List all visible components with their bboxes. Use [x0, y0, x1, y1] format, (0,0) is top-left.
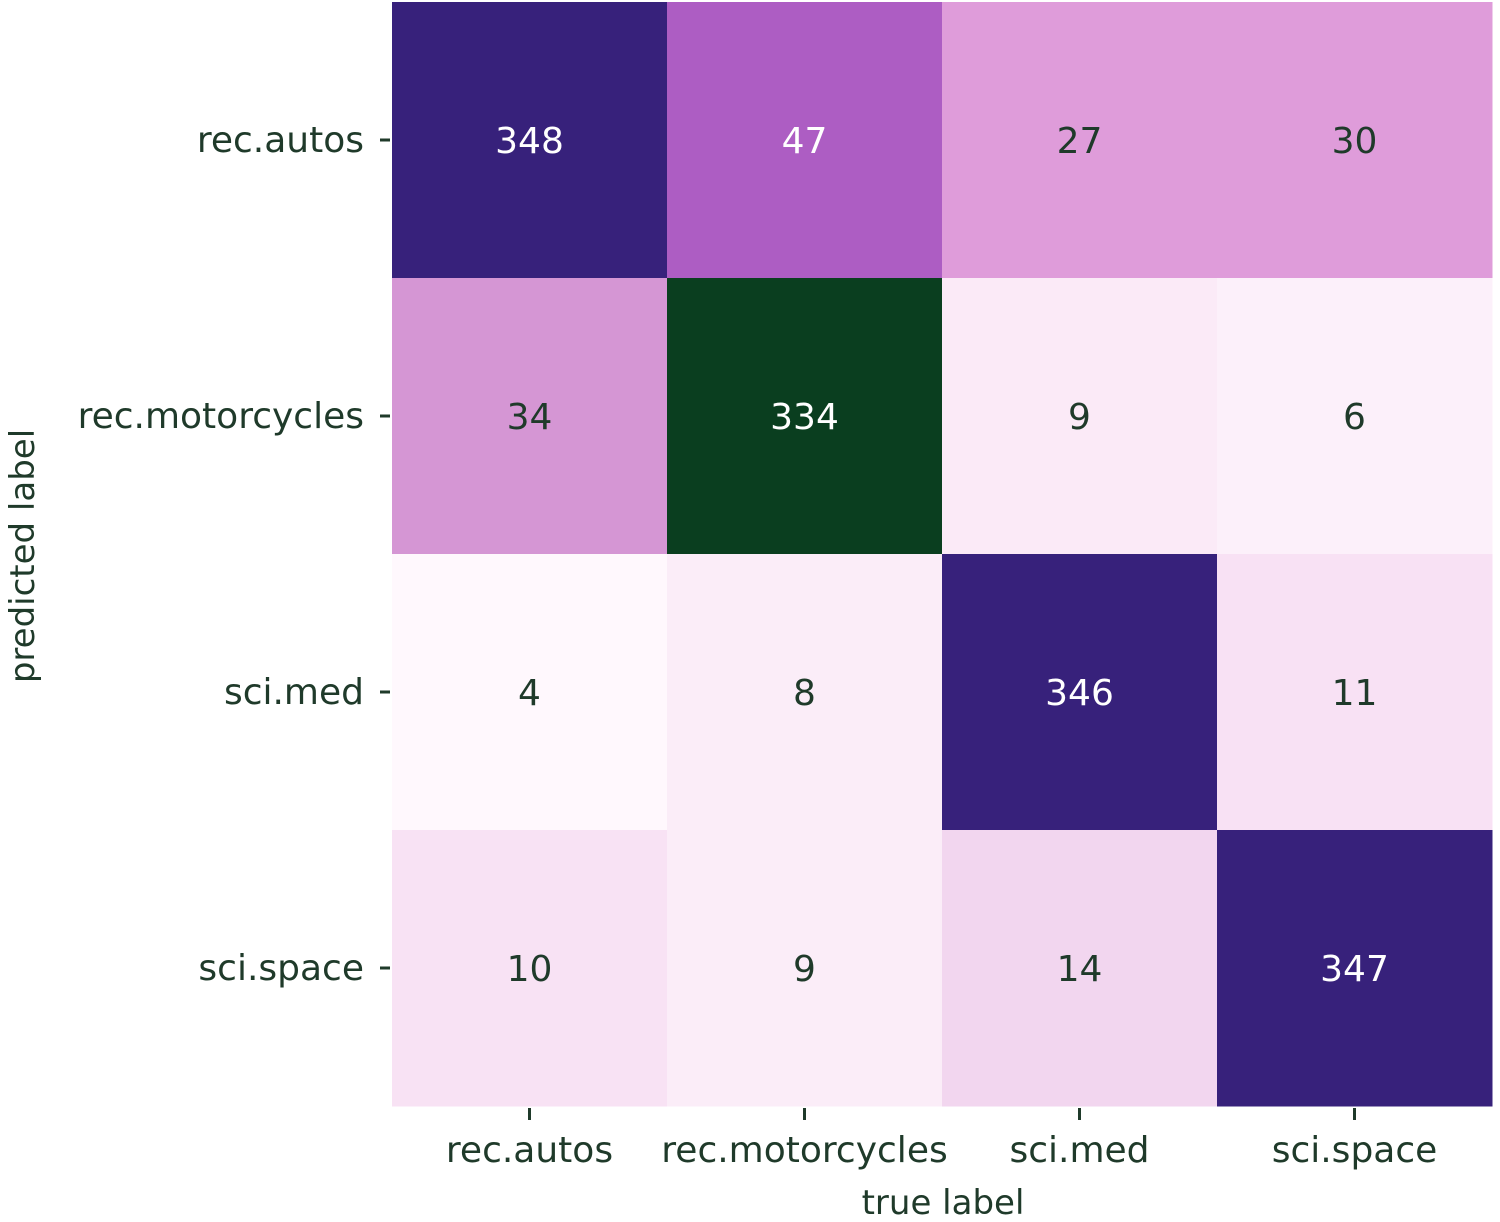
y-axis: rec.autos rec.motorcycles sci.med sci.space [78, 120, 390, 989]
cell-value-label: 346 [1045, 673, 1114, 714]
heatmap-cell [1217, 2, 1493, 279]
heatmap-cell [1217, 554, 1493, 831]
heatmap-cell [1217, 830, 1493, 1107]
cell-value-label: 30 [1332, 121, 1378, 162]
heatmap-cell [392, 830, 668, 1107]
cell-value-label: 8 [793, 673, 816, 714]
y-tick-label: sci.space [198, 948, 364, 989]
heatmap-cell [942, 830, 1218, 1107]
x-tick-label: sci.med [1009, 1130, 1149, 1171]
cell-value-label: 6 [1343, 397, 1366, 438]
heatmap-cell [667, 2, 943, 279]
cell-value-label: 347 [1320, 949, 1389, 990]
x-axis: rec.autos rec.motorcycles sci.med sci.space [446, 1108, 1437, 1171]
x-tick-label: rec.motorcycles [661, 1130, 947, 1171]
heatmap-cell [392, 554, 668, 831]
y-tick-label: rec.autos [197, 120, 364, 161]
cell-value-label: 9 [793, 949, 816, 990]
x-axis-title: true label [862, 1183, 1025, 1222]
heatmap-cells [392, 2, 1493, 1107]
cell-value-label: 11 [1332, 673, 1378, 714]
x-tick-label: rec.autos [446, 1130, 613, 1171]
cell-value-label: 47 [782, 121, 828, 162]
heatmap-cell [392, 278, 668, 555]
y-tick-label: rec.motorcycles [78, 396, 364, 437]
heatmap-cell [667, 278, 943, 555]
cell-value-label: 348 [495, 121, 564, 162]
heatmap-cell [942, 278, 1218, 555]
y-tick-label: sci.med [224, 672, 364, 713]
cell-value-label: 27 [1057, 121, 1103, 162]
heatmap-cell [942, 2, 1218, 279]
heatmap-cell-labels: 348 47 27 30 34 334 9 6 4 8 346 11 10 9 14 347 [495, 121, 1389, 990]
heatmap-cell [392, 2, 668, 279]
x-tick-label: sci.space [1272, 1130, 1438, 1171]
cell-value-label: 9 [1068, 397, 1091, 438]
heatmap-cell [1217, 278, 1493, 555]
heatmap-cell [942, 554, 1218, 831]
cell-value-label: 4 [518, 673, 541, 714]
cell-value-label: 34 [507, 397, 553, 438]
cell-value-label: 14 [1057, 949, 1103, 990]
heatmap-cell [667, 830, 943, 1107]
y-axis-title: predicted label [3, 429, 43, 683]
cell-value-label: 334 [770, 397, 839, 438]
cell-value-label: 10 [507, 949, 553, 990]
heatmap-cell [667, 554, 943, 831]
